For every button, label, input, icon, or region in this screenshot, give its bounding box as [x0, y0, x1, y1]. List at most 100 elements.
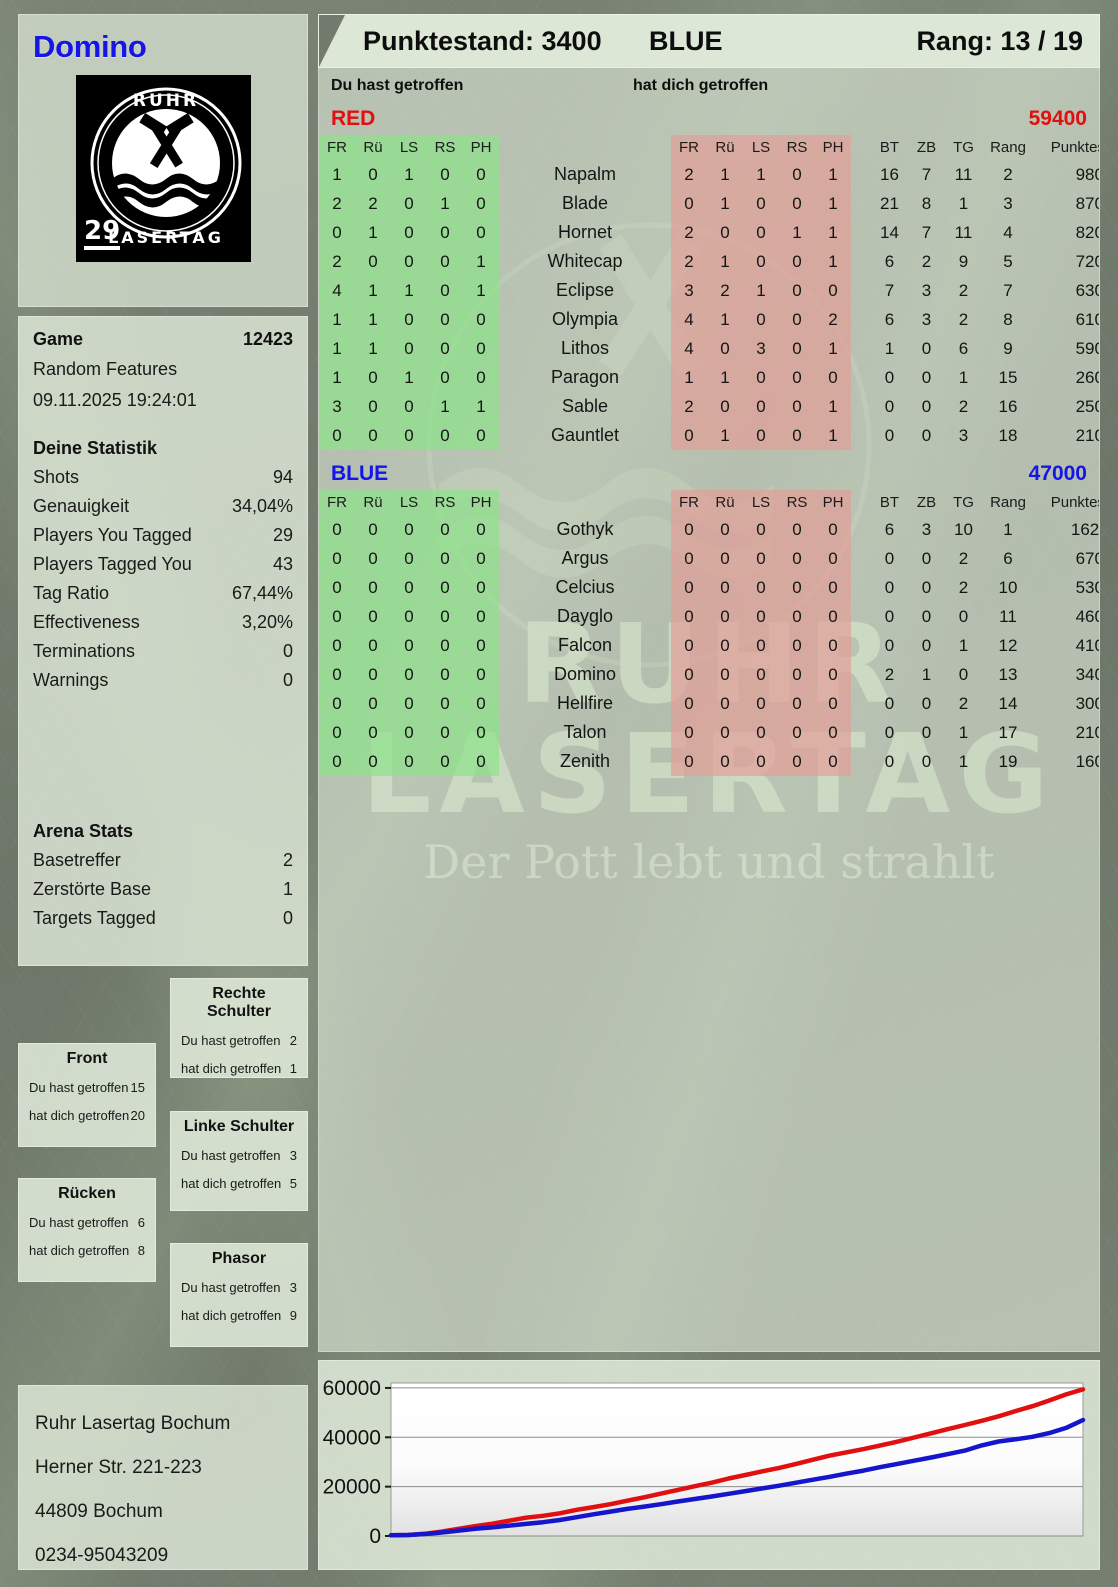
cell-you-hit-ls: 0 — [391, 189, 427, 218]
cell-hit-you-ls: 3 — [743, 334, 779, 363]
table-row[interactable]: 10100Paragon11000001152600 — [319, 363, 1099, 392]
zone-hit-you-value: 9 — [289, 1308, 297, 1323]
header-corner-notch — [319, 15, 345, 67]
cell-tg: 11 — [954, 222, 973, 242]
cell-hit-you-ph: 1 — [815, 392, 851, 421]
table-row[interactable]: 00000Gauntlet01001003182100 — [319, 421, 1099, 450]
cell-you-hit-rü: 1 — [355, 218, 391, 247]
cell-hit-you-fr: 2 — [671, 218, 707, 247]
cell-you-hit-ph: 0 — [463, 363, 499, 392]
cell-bt: 14 — [880, 222, 899, 242]
cell-you-hit-ls: 0 — [391, 602, 427, 631]
col-player-name — [511, 135, 659, 160]
cell-tg: 1 — [958, 367, 969, 387]
cell-you-hit-rü: 0 — [355, 718, 391, 747]
header-team: BLUE — [649, 25, 723, 56]
cell-bt: 0 — [884, 425, 895, 445]
stats-panel: Game 12423 Random Features 09.11.2025 19… — [18, 316, 308, 966]
team-block-blue: BLUE 47000 FR Rü LS RS PH — [319, 462, 1099, 776]
zone-you-hit-value: 6 — [137, 1215, 145, 1230]
cell-you-hit-ph: 0 — [463, 718, 499, 747]
cell-hit-you-rü: 0 — [707, 544, 743, 573]
team-total-score: 47000 — [1028, 462, 1087, 485]
stat-row: Genauigkeit 34,04% — [33, 492, 293, 521]
cell-spacer — [499, 602, 511, 631]
stat-value: 29 — [272, 525, 293, 545]
zone-you-hit-label: Du hast getroffen — [181, 1033, 281, 1048]
zone-hit-you-row: hat dich getroffen 5 — [181, 1170, 297, 1198]
zone-hit-you-row: hat dich getroffen 1 — [181, 1055, 297, 1083]
cell-bt: 0 — [884, 577, 895, 597]
cell-tg: 3 — [958, 425, 969, 445]
cell-hit-you-rs: 0 — [779, 602, 815, 631]
cell-tg: 0 — [958, 606, 969, 626]
chart-plot-area — [390, 1382, 1084, 1537]
zone-title: Linke Schulter — [183, 1118, 295, 1135]
cell-zb: 0 — [921, 606, 932, 626]
cell-hit-you-ls: 0 — [743, 718, 779, 747]
cell-hit-you-rü: 0 — [707, 718, 743, 747]
cell-you-hit-rs: 0 — [427, 544, 463, 573]
cell-spacer — [499, 334, 511, 363]
cell-spacer — [499, 218, 511, 247]
stat-label: Players Tagged You — [33, 554, 192, 574]
cell-hit-you-rs: 0 — [779, 392, 815, 421]
cell-punktestand: 8200 — [1075, 222, 1099, 242]
cell-hit-you-fr: 0 — [671, 718, 707, 747]
cell-hit-you-rs: 0 — [779, 660, 815, 689]
cell-you-hit-fr: 0 — [319, 631, 355, 660]
cell-spacer — [659, 573, 671, 602]
table-row[interactable]: 20001Whitecap2100162957200 — [319, 247, 1099, 276]
col-fr-them: FR — [671, 135, 707, 160]
cell-punktestand: 2600 — [1075, 367, 1099, 387]
team-block-red: RED 59400 FR Rü LS RS PH — [319, 107, 1099, 450]
cell-spacer — [659, 718, 671, 747]
cell-spacer — [659, 334, 671, 363]
cell-spacer — [499, 363, 511, 392]
cell-hit-you-rü: 0 — [707, 631, 743, 660]
cell-spacer — [499, 392, 511, 421]
table-row[interactable]: 11000Olympia4100263286100 — [319, 305, 1099, 334]
cell-spacer — [499, 515, 511, 544]
cell-you-hit-ph: 0 — [463, 334, 499, 363]
cell-bt: 2 — [884, 664, 895, 684]
cell-you-hit-ls: 1 — [391, 160, 427, 189]
table-row[interactable]: 01000Hornet200111471148200 — [319, 218, 1099, 247]
table-row[interactable]: 00000Zenith00000001191600 — [319, 747, 1099, 776]
cell-hit-you-fr: 3 — [671, 276, 707, 305]
cell-rang: 7 — [1003, 280, 1013, 300]
cell-you-hit-ls: 0 — [391, 718, 427, 747]
col-fr-you: FR — [319, 490, 355, 515]
page-title: Domino — [33, 29, 147, 64]
cell-hit-you-ph: 0 — [815, 631, 851, 660]
stat-row: Players You Tagged 29 — [33, 521, 293, 550]
cell-tg: 2 — [958, 577, 969, 597]
table-row[interactable]: 10100Napalm211011671129800 — [319, 160, 1099, 189]
cell-hit-you-ls: 1 — [743, 276, 779, 305]
cell-you-hit-rü: 1 — [355, 276, 391, 305]
table-row[interactable]: 11000Lithos4030110695900 — [319, 334, 1099, 363]
zone-title: Rechte Schulter — [206, 985, 271, 1020]
table-row[interactable]: 41101Eclipse3210073276300 — [319, 276, 1099, 305]
cell-hit-you-ph: 0 — [815, 718, 851, 747]
cell-spacer — [851, 247, 871, 276]
cell-bt: 16 — [880, 164, 899, 184]
score-progression-chart: 0 20000 40000 60000 — [323, 1377, 1086, 1548]
cell-you-hit-rs: 0 — [427, 631, 463, 660]
cell-player-name: Falcon — [557, 635, 613, 655]
cell-hit-you-rs: 0 — [779, 189, 815, 218]
table-row[interactable]: 22010Blade01001218138700 — [319, 189, 1099, 218]
cell-you-hit-fr: 0 — [319, 544, 355, 573]
